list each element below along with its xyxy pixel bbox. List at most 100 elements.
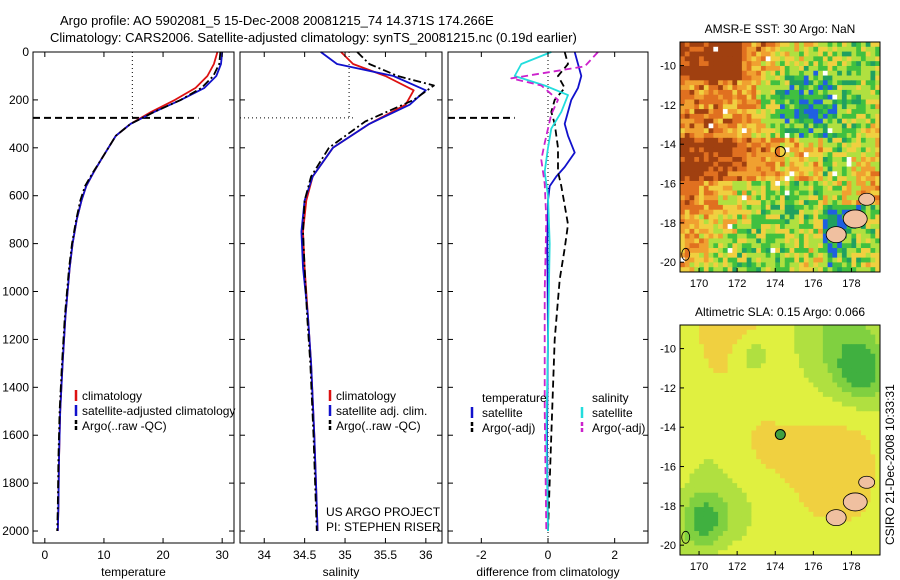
map-cell bbox=[741, 137, 748, 144]
map-cell bbox=[856, 483, 862, 489]
map-cell bbox=[737, 492, 743, 498]
map-cell bbox=[718, 339, 724, 345]
map-cell bbox=[722, 171, 729, 177]
map-cell bbox=[870, 46, 876, 52]
map-cell bbox=[841, 123, 848, 129]
map-cell bbox=[808, 104, 814, 110]
map-cell bbox=[760, 329, 767, 335]
map-cell bbox=[837, 372, 843, 379]
map-cell bbox=[751, 463, 757, 470]
map-cell bbox=[722, 42, 729, 48]
map-cell bbox=[680, 123, 686, 129]
annotation-text: PI: STEPHEN RISER bbox=[326, 520, 441, 534]
map-cell bbox=[875, 161, 881, 167]
map-cell bbox=[727, 65, 733, 72]
map-cell bbox=[875, 329, 881, 335]
map-cell bbox=[818, 516, 824, 522]
map-cell bbox=[813, 204, 819, 211]
map-cell bbox=[703, 497, 709, 503]
map-cell bbox=[818, 147, 824, 153]
map-cell bbox=[832, 420, 838, 427]
map-cell bbox=[822, 195, 829, 201]
map-cell bbox=[860, 487, 867, 494]
map-cell bbox=[722, 382, 729, 388]
map-cell bbox=[751, 531, 757, 537]
map-cell bbox=[722, 435, 729, 441]
map-cell bbox=[803, 392, 809, 398]
map-cell bbox=[846, 454, 852, 460]
map-cell bbox=[689, 516, 695, 522]
map-cell bbox=[875, 113, 881, 120]
map-cell bbox=[832, 449, 838, 455]
map-cell bbox=[689, 492, 695, 498]
map-cell bbox=[718, 185, 724, 191]
map-cell bbox=[699, 406, 705, 412]
map-cell bbox=[684, 147, 690, 153]
map-cell bbox=[737, 204, 743, 211]
map-cell bbox=[841, 157, 848, 163]
map-cell bbox=[713, 204, 719, 211]
map-cell bbox=[780, 248, 786, 254]
map-cell bbox=[875, 377, 881, 383]
map-y-tick-label: -12 bbox=[660, 100, 676, 112]
map-cell bbox=[699, 157, 705, 163]
map-cell bbox=[684, 75, 690, 81]
map-cell bbox=[708, 200, 714, 206]
map-cell bbox=[722, 387, 729, 393]
map-cell bbox=[737, 176, 743, 182]
map-cell bbox=[684, 348, 690, 355]
map-cell bbox=[699, 123, 705, 129]
map-cell bbox=[808, 61, 814, 67]
map-cell bbox=[684, 46, 690, 52]
map-cell bbox=[818, 166, 824, 172]
map-cell bbox=[875, 463, 881, 470]
map-cell bbox=[737, 540, 743, 546]
map-cell bbox=[760, 65, 767, 72]
map-cell bbox=[680, 435, 686, 441]
map-cell bbox=[832, 99, 838, 105]
map-cell bbox=[784, 444, 790, 450]
map-cell bbox=[875, 75, 881, 81]
map-cell bbox=[851, 344, 857, 350]
map-cell bbox=[708, 511, 714, 518]
map-cell bbox=[746, 363, 752, 369]
map-cell bbox=[818, 118, 824, 124]
map-cell bbox=[875, 420, 881, 427]
map-cell bbox=[741, 463, 748, 470]
map-cell bbox=[846, 133, 852, 139]
map-cell bbox=[718, 104, 724, 110]
map-cell bbox=[713, 257, 719, 263]
map-cell bbox=[875, 425, 881, 431]
map-cell bbox=[827, 550, 833, 556]
map-cell bbox=[703, 358, 709, 364]
map-cell bbox=[822, 454, 829, 460]
map-cell bbox=[760, 473, 767, 479]
legend-entry: climatology bbox=[82, 389, 142, 403]
map-cell bbox=[756, 459, 762, 465]
map-cell bbox=[741, 521, 748, 527]
map-cell bbox=[808, 51, 814, 57]
map-cell bbox=[799, 416, 805, 422]
map-cell bbox=[875, 487, 881, 494]
map-cell bbox=[741, 353, 748, 359]
map-cell bbox=[818, 243, 824, 249]
map-cell bbox=[813, 133, 819, 139]
map-cell bbox=[680, 56, 686, 62]
map-cell bbox=[784, 358, 790, 364]
map-cell bbox=[751, 497, 757, 503]
map-cell bbox=[718, 176, 724, 182]
map-cell bbox=[751, 526, 757, 532]
map-cell bbox=[699, 262, 705, 268]
map-cell bbox=[699, 80, 705, 86]
map-cell bbox=[713, 180, 719, 187]
map-cell bbox=[708, 257, 714, 263]
map-cell bbox=[722, 128, 729, 134]
map-cell bbox=[765, 392, 771, 398]
map-cell bbox=[780, 531, 786, 537]
map-cell bbox=[746, 377, 752, 383]
map-cell bbox=[694, 248, 700, 254]
map-cell bbox=[684, 392, 690, 398]
map-cell bbox=[784, 214, 790, 220]
map-cell bbox=[680, 118, 686, 124]
map-cell bbox=[818, 238, 824, 244]
